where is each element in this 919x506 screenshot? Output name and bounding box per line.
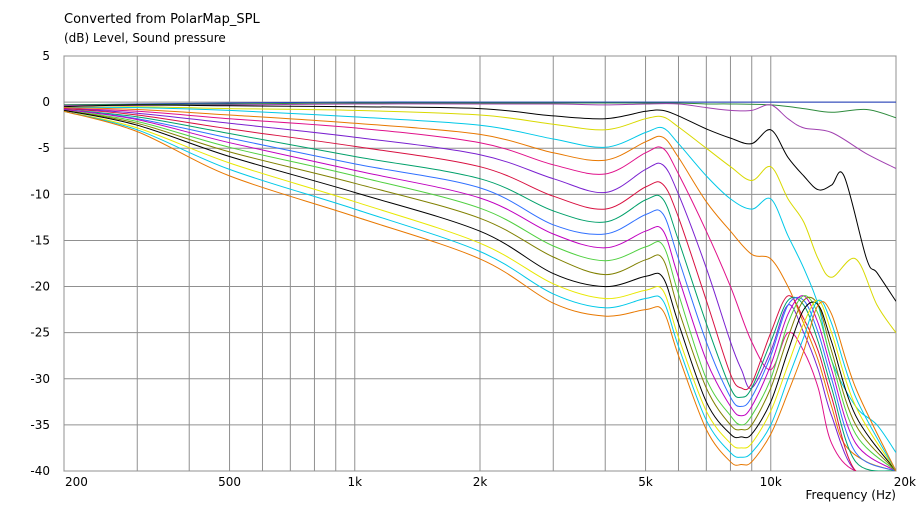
x-tick-label: 500 [218, 475, 241, 489]
series-line-9 [64, 108, 896, 471]
x-tick-label: 2k [473, 475, 488, 489]
y-tick-label: 0 [42, 95, 50, 109]
x-tick-label: 10k [760, 475, 782, 489]
series-line-10 [64, 109, 896, 471]
y-axis-ticks: 5 0 -5 -10 -15 -20 -25 -30 -35 -40 [30, 49, 50, 478]
x-axis-ticks: 200 500 1k 2k 5k 10k 20k [65, 475, 916, 489]
chart-title: Converted from PolarMap_SPL [64, 12, 260, 27]
series-line-17 [64, 110, 896, 471]
y-tick-label: -25 [30, 326, 50, 340]
series-line-16 [64, 110, 896, 471]
series-line-1 [64, 102, 896, 119]
y-tick-label: -30 [30, 372, 50, 386]
x-tick-label: 1k [347, 475, 362, 489]
series-line-13 [64, 109, 896, 471]
series-line-8 [64, 108, 896, 471]
series-line-18 [64, 110, 896, 471]
y-tick-label: -15 [30, 233, 50, 247]
y-axis-label: (dB) Level, Sound pressure [64, 31, 226, 45]
series-line-3 [64, 104, 896, 302]
series-layer [64, 101, 896, 471]
x-tick-label: 20k [894, 475, 916, 489]
series-line-0 [64, 101, 896, 106]
y-tick-label: -5 [38, 141, 50, 155]
x-tick-label: 200 [65, 475, 88, 489]
series-line-6 [64, 107, 896, 471]
series-line-5 [64, 106, 896, 453]
y-tick-label: -10 [30, 187, 50, 201]
y-tick-label: -35 [30, 418, 50, 432]
series-line-4 [64, 106, 896, 333]
series-line-15 [64, 109, 896, 471]
series-line-2 [64, 103, 896, 169]
grid-lines [63, 55, 897, 472]
y-tick-label: -40 [30, 464, 50, 478]
y-tick-label: -20 [30, 280, 50, 294]
x-tick-label: 5k [638, 475, 653, 489]
y-tick-label: 5 [42, 49, 50, 63]
series-line-12 [64, 109, 896, 471]
series-line-7 [64, 108, 896, 471]
series-line-11 [64, 109, 896, 471]
x-axis-label: Frequency (Hz) [806, 488, 897, 502]
series-line-14 [64, 109, 896, 471]
